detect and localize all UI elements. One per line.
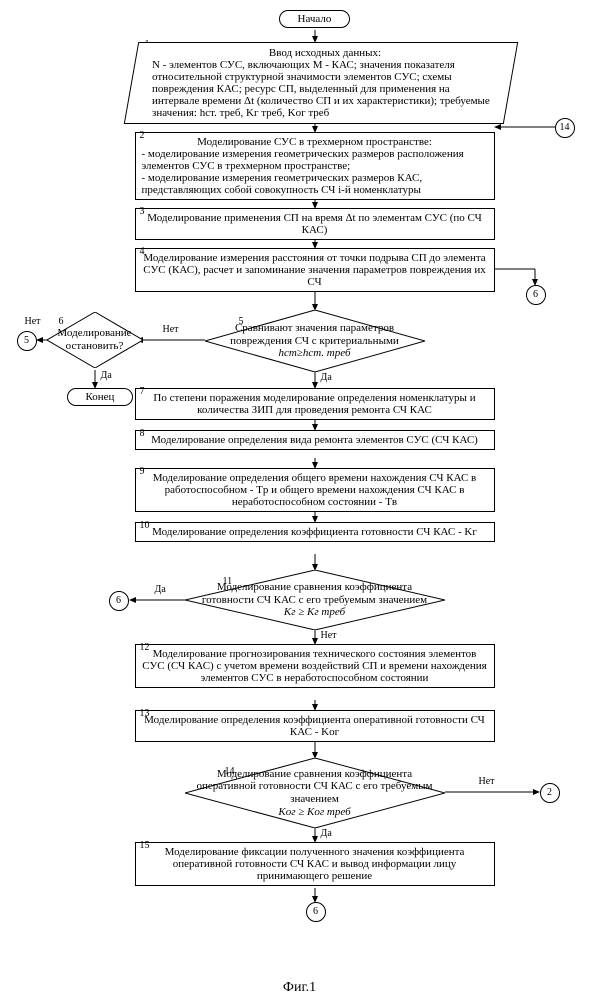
end-label: Конец (86, 391, 115, 403)
d11-no: Нет (321, 630, 337, 641)
d5-yes: Да (321, 372, 332, 383)
step-7: 7 По степени поражения моделирование опр… (135, 388, 495, 420)
step-12: 12 Моделирование прогнозирования техниче… (135, 644, 495, 688)
step-7-text: По степени поражения моделирование опред… (153, 392, 475, 416)
step-2: 2 Моделирование СУС в трехмерном простра… (135, 132, 495, 200)
step-15: 15 Моделирование фиксации полученного зн… (135, 842, 495, 886)
d5-no: Нет (163, 324, 179, 335)
step-3-num: 3 (140, 206, 145, 217)
end-terminator: Конец (67, 388, 134, 406)
connector-6a: 6 (526, 285, 546, 305)
step-4-text: Моделирование измерения расстояния от то… (143, 252, 485, 288)
step-9-num: 9 (140, 466, 145, 477)
step-13-text: Моделирование определения коэффициента о… (144, 714, 485, 738)
step-9: 9 Моделирование определения общего време… (135, 468, 495, 512)
step-5-num: 5 (239, 316, 244, 327)
step-12-num: 12 (140, 642, 150, 653)
step-10-num: 10 (140, 520, 150, 531)
connector-5: 5 (17, 331, 37, 351)
decision-5: Сравнивают значения параметров поврежден… (205, 310, 425, 372)
step-2-line1: Моделирование СУС в трехмерном пространс… (142, 136, 488, 148)
decision-6: Моделирование остановить? 6 (47, 312, 143, 368)
step-13-num: 13 (140, 708, 150, 719)
connector-2: 2 (540, 783, 560, 803)
d6-no: Нет (25, 316, 41, 327)
step-8-num: 8 (140, 428, 145, 439)
figure-caption: Фиг.1 (10, 980, 589, 996)
connector-6b: 6 (109, 591, 129, 611)
step-15-num: 15 (140, 840, 150, 851)
step-7-num: 7 (140, 386, 145, 397)
decision-14: Моделирование сравнения коэффициента опе… (185, 758, 445, 828)
step-1-input: 1 Ввод исходных данных: N - элементов СУ… (131, 42, 511, 124)
flowchart: Начало 1 Ввод исходных данных: N - элеме… (15, 10, 585, 970)
decision-14-cond: Kог ≥ Kог треб (191, 806, 439, 819)
decision-11-cond: Kг ≥ Kг треб (191, 606, 439, 619)
step-1-line2: N - элементов СУС, включающих M - КАС; з… (152, 59, 498, 119)
step-2-num: 2 (140, 130, 145, 141)
decision-6-text: Моделирование остановить? (53, 327, 137, 352)
start-label: Начало (298, 13, 332, 25)
step-13: 13 Моделирование определения коэффициент… (135, 710, 495, 742)
step-3: 3 Моделирование применения СП на время Δ… (135, 208, 495, 240)
start-terminator: Начало (279, 10, 351, 28)
d6-yes: Да (101, 370, 112, 381)
step-8-text: Моделирование определения вида ремонта э… (151, 434, 478, 446)
step-1-line1: Ввод исходных данных: (152, 47, 498, 59)
step-10-text: Моделирование определения коэффициента г… (152, 526, 477, 538)
step-15-text: Моделирование фиксации полученного значе… (165, 846, 465, 882)
d14-yes: Да (321, 828, 332, 839)
step-8: 8 Моделирование определения вида ремонта… (135, 430, 495, 450)
step-14-num: 14 (225, 766, 235, 777)
step-3-text: Моделирование применения СП на время Δt … (147, 212, 482, 236)
step-9-text: Моделирование определения общего времени… (153, 472, 477, 508)
step-2-line2: - моделирование измерения геометрических… (142, 148, 488, 172)
decision-5-cond: hст≥hст. треб (211, 347, 419, 360)
step-4: 4 Моделирование измерения расстояния от … (135, 248, 495, 292)
connector-6c: 6 (306, 902, 326, 922)
d14-no: Нет (479, 776, 495, 787)
d11-yes: Да (155, 584, 166, 595)
decision-11: Моделирование сравнения коэффициента гот… (185, 570, 445, 630)
step-2-line3: - моделирование измерения геометрических… (142, 172, 488, 196)
step-11-num: 11 (223, 576, 233, 587)
step-10: 10 Моделирование определения коэффициент… (135, 522, 495, 542)
connector-14-in: 14 (555, 118, 575, 138)
step-12-text: Моделирование прогнозирования техническо… (142, 648, 486, 684)
step-6-num: 6 (59, 316, 64, 327)
step-4-num: 4 (140, 246, 145, 257)
